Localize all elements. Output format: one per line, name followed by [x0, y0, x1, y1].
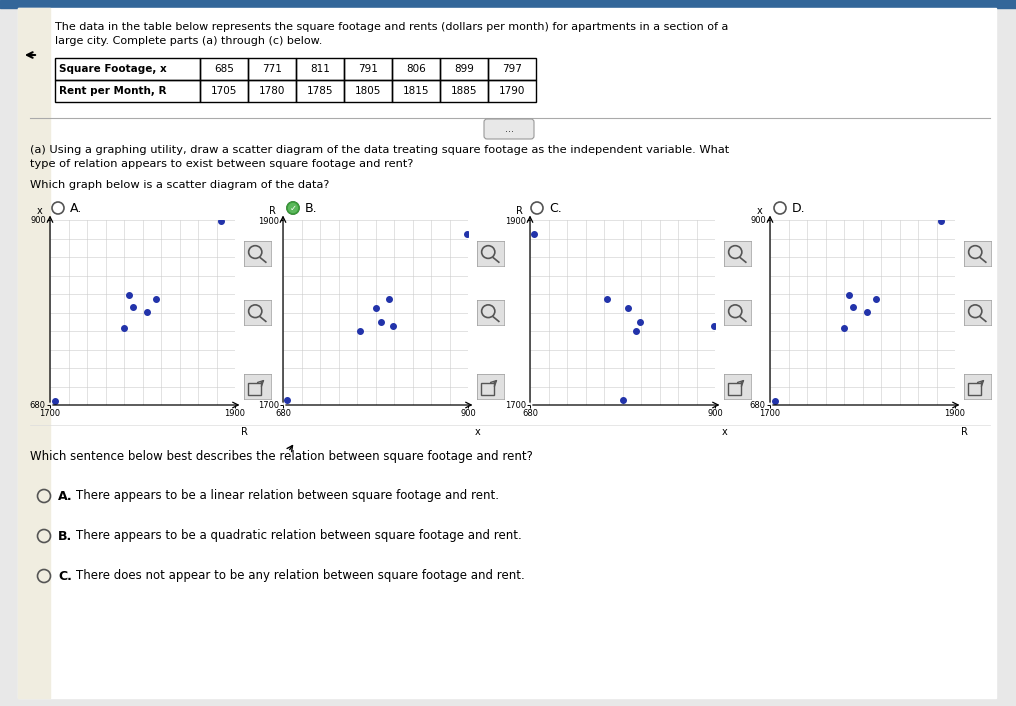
Bar [392, 80, 440, 102]
Text: B.: B. [58, 530, 72, 542]
Point [628, 325, 644, 337]
Text: type of relation appears to exist between square footage and rent?: type of relation appears to exist betwee… [30, 159, 414, 169]
Text: ...: ... [505, 124, 513, 134]
Bar [200, 80, 248, 102]
Point [47, 395, 63, 407]
Text: x: x [37, 205, 43, 216]
Circle shape [287, 202, 299, 214]
Text: Rent per Month, R: Rent per Month, R [59, 86, 167, 96]
Text: The data in the table below represents the square footage and rents (dollars per: The data in the table below represents t… [55, 22, 728, 32]
Bar [440, 80, 488, 102]
Bar [55, 58, 200, 80]
Text: 1790: 1790 [499, 86, 525, 96]
Text: R: R [241, 427, 248, 437]
Point [526, 228, 543, 239]
Point [116, 323, 132, 334]
Text: There appears to be a quadratic relation between square footage and rent.: There appears to be a quadratic relation… [76, 530, 522, 542]
Point [368, 302, 384, 313]
Text: x: x [757, 205, 763, 216]
FancyBboxPatch shape [484, 119, 534, 139]
Text: 1785: 1785 [307, 86, 333, 96]
Bar [728, 383, 742, 395]
Point [840, 289, 856, 301]
Point [616, 395, 632, 406]
Bar [968, 383, 981, 395]
Bar [248, 383, 261, 395]
Text: R: R [961, 427, 967, 437]
Text: 899: 899 [454, 64, 473, 74]
Text: 771: 771 [262, 64, 281, 74]
Bar [0, 0, 1016, 8]
Point [213, 215, 230, 227]
Point [373, 316, 389, 328]
Text: (a) Using a graphing utility, draw a scatter diagram of the data treating square: (a) Using a graphing utility, draw a sca… [30, 145, 729, 155]
Text: 1885: 1885 [451, 86, 478, 96]
Point [279, 395, 296, 406]
Bar [488, 58, 536, 80]
Point [836, 323, 852, 334]
Point [352, 325, 368, 337]
Bar [296, 58, 344, 80]
Text: x: x [474, 427, 481, 437]
Bar [200, 58, 248, 80]
Text: B.: B. [305, 201, 318, 215]
Bar [392, 58, 440, 80]
Text: 1780: 1780 [259, 86, 285, 96]
Point [121, 289, 137, 301]
Text: R: R [516, 205, 522, 216]
Text: Square Footage, x: Square Footage, x [59, 64, 167, 74]
Point [632, 316, 648, 328]
Bar [440, 58, 488, 80]
Text: There does not appear to be any relation between square footage and rent.: There does not appear to be any relation… [76, 570, 524, 582]
Text: x: x [721, 427, 727, 437]
Point [620, 302, 636, 313]
Text: C.: C. [549, 201, 562, 215]
Bar [296, 80, 344, 102]
Point [148, 294, 165, 305]
Bar [248, 58, 296, 80]
Text: 1815: 1815 [402, 86, 429, 96]
Text: 811: 811 [310, 64, 330, 74]
Text: There appears to be a linear relation between square footage and rent.: There appears to be a linear relation be… [76, 489, 499, 503]
Text: A.: A. [58, 489, 72, 503]
Text: large city. Complete parts (a) through (c) below.: large city. Complete parts (a) through (… [55, 36, 322, 46]
Point [598, 293, 615, 304]
Text: 1805: 1805 [355, 86, 381, 96]
Text: C.: C. [58, 570, 72, 582]
Text: 685: 685 [214, 64, 234, 74]
Text: A.: A. [70, 201, 82, 215]
Point [459, 228, 475, 239]
Text: Which sentence below best describes the relation between square footage and rent: Which sentence below best describes the … [30, 450, 532, 463]
Bar [248, 80, 296, 102]
Bar [344, 80, 392, 102]
Text: Which graph below is a scatter diagram of the data?: Which graph below is a scatter diagram o… [30, 180, 329, 190]
Text: 797: 797 [502, 64, 522, 74]
Point [933, 215, 949, 227]
Point [385, 321, 401, 332]
Bar [344, 58, 392, 80]
Text: D.: D. [792, 201, 806, 215]
Point [125, 301, 141, 312]
Point [845, 301, 862, 312]
Point [706, 321, 722, 332]
Point [139, 306, 155, 317]
Point [859, 306, 875, 317]
Bar [488, 80, 536, 102]
Text: ✓: ✓ [290, 203, 297, 213]
Text: R: R [268, 205, 275, 216]
Point [381, 293, 397, 304]
Text: 806: 806 [406, 64, 426, 74]
Point [766, 395, 782, 407]
Bar [18, 8, 50, 698]
Text: 791: 791 [358, 64, 378, 74]
Bar [482, 383, 495, 395]
Bar [55, 80, 200, 102]
Point [869, 294, 885, 305]
Text: 1705: 1705 [210, 86, 237, 96]
